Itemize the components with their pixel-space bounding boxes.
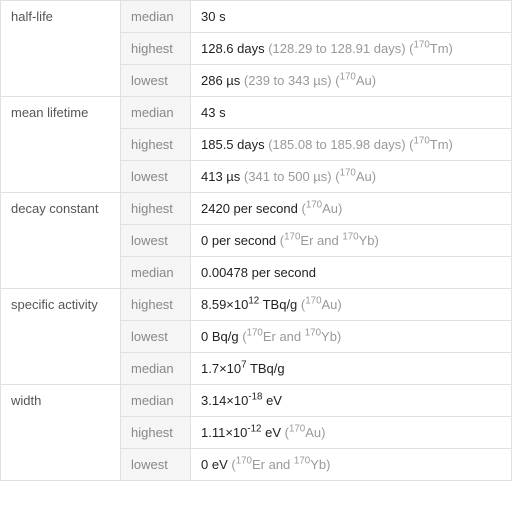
value-cell: 185.5 days (185.08 to 185.98 days) (170T… (191, 129, 512, 161)
value-cell: 3.14×10-18 eV (191, 385, 512, 417)
value-extra: (170Au) (281, 425, 325, 440)
group-label: specific activity (1, 289, 121, 385)
value-main: 30 s (201, 9, 226, 24)
stat-label: median (121, 97, 191, 129)
value-extra: (239 to 343 µs) (170Au) (240, 73, 376, 88)
stat-label: lowest (121, 321, 191, 353)
stat-label: highest (121, 417, 191, 449)
value-main: 0.00478 per second (201, 265, 316, 280)
value-extra: (341 to 500 µs) (170Au) (240, 169, 376, 184)
value-cell: 0.00478 per second (191, 257, 512, 289)
stat-label: median (121, 1, 191, 33)
stat-label: lowest (121, 65, 191, 97)
value-main: 286 µs (201, 73, 240, 88)
stat-label: lowest (121, 225, 191, 257)
value-main: 43 s (201, 105, 226, 120)
value-main: 8.59×1012 TBq/g (201, 297, 297, 312)
value-extra: (170Au) (297, 297, 341, 312)
value-cell: 2420 per second (170Au) (191, 193, 512, 225)
table-row: half-lifemedian30 s (1, 1, 512, 33)
stat-label: median (121, 353, 191, 385)
value-main: 128.6 days (201, 41, 265, 56)
stat-label: highest (121, 193, 191, 225)
value-extra: (170Er and 170Yb) (276, 233, 379, 248)
value-main: 3.14×10-18 eV (201, 393, 282, 408)
stat-label: median (121, 385, 191, 417)
value-main: 413 µs (201, 169, 240, 184)
properties-table: half-lifemedian30 shighest128.6 days (12… (0, 0, 512, 481)
stat-label: lowest (121, 161, 191, 193)
stat-label: highest (121, 129, 191, 161)
value-cell: 1.11×10-12 eV (170Au) (191, 417, 512, 449)
group-label: half-life (1, 1, 121, 97)
value-main: 0 per second (201, 233, 276, 248)
stat-label: highest (121, 33, 191, 65)
value-cell: 43 s (191, 97, 512, 129)
value-main: 185.5 days (201, 137, 265, 152)
value-cell: 1.7×107 TBq/g (191, 353, 512, 385)
value-main: 2420 per second (201, 201, 298, 216)
value-cell: 0 eV (170Er and 170Yb) (191, 449, 512, 481)
value-cell: 8.59×1012 TBq/g (170Au) (191, 289, 512, 321)
table-row: decay constanthighest2420 per second (17… (1, 193, 512, 225)
value-cell: 413 µs (341 to 500 µs) (170Au) (191, 161, 512, 193)
value-extra: (185.08 to 185.98 days) (170Tm) (265, 137, 453, 152)
table-body: half-lifemedian30 shighest128.6 days (12… (1, 1, 512, 481)
stat-label: highest (121, 289, 191, 321)
value-cell: 30 s (191, 1, 512, 33)
stat-label: lowest (121, 449, 191, 481)
table-row: widthmedian3.14×10-18 eV (1, 385, 512, 417)
table-row: specific activityhighest8.59×1012 TBq/g … (1, 289, 512, 321)
stat-label: median (121, 257, 191, 289)
value-main: 1.11×10-12 eV (201, 425, 281, 440)
value-extra: (170Er and 170Yb) (228, 457, 331, 472)
value-main: 0 eV (201, 457, 228, 472)
group-label: decay constant (1, 193, 121, 289)
group-label: width (1, 385, 121, 481)
value-main: 0 Bq/g (201, 329, 239, 344)
value-extra: (128.29 to 128.91 days) (170Tm) (265, 41, 453, 56)
value-cell: 0 per second (170Er and 170Yb) (191, 225, 512, 257)
table-row: mean lifetimemedian43 s (1, 97, 512, 129)
value-extra: (170Er and 170Yb) (239, 329, 342, 344)
value-cell: 286 µs (239 to 343 µs) (170Au) (191, 65, 512, 97)
group-label: mean lifetime (1, 97, 121, 193)
value-cell: 128.6 days (128.29 to 128.91 days) (170T… (191, 33, 512, 65)
value-main: 1.7×107 TBq/g (201, 361, 285, 376)
value-extra: (170Au) (298, 201, 342, 216)
value-cell: 0 Bq/g (170Er and 170Yb) (191, 321, 512, 353)
